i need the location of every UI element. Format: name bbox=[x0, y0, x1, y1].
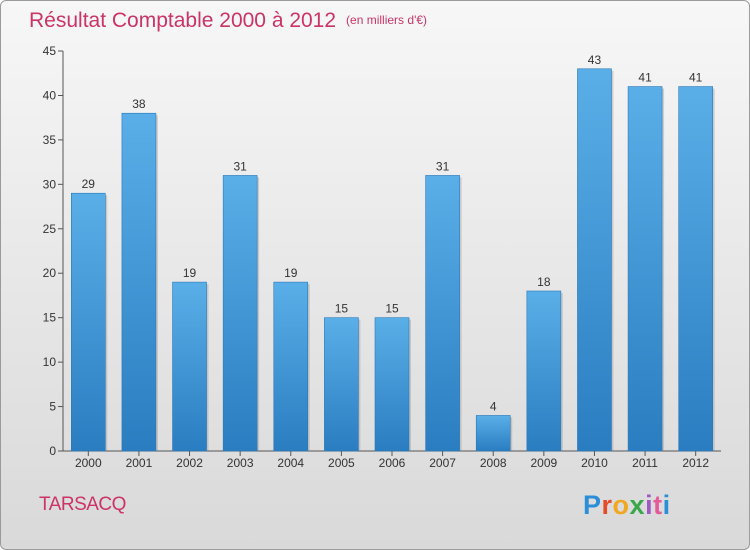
bar-2005 bbox=[324, 317, 359, 452]
data-label-2006: 15 bbox=[385, 302, 399, 316]
y-tick-label: 40 bbox=[43, 88, 57, 102]
x-tick-label-2011: 2011 bbox=[632, 456, 658, 470]
x-axis: 2000 2001 2002 2003 2004 2005 2006 2007 2008 2009… bbox=[63, 450, 721, 470]
bar-2009 bbox=[526, 290, 562, 452]
x-tick-label-2005: 2005 bbox=[328, 456, 355, 470]
y-tick-label: 35 bbox=[43, 133, 57, 147]
x-tick-label-2006: 2006 bbox=[379, 456, 406, 470]
y-tick-label: 5 bbox=[49, 400, 56, 414]
chart-title: Résultat Comptable 2000 à 2012 (en millie… bbox=[29, 7, 427, 34]
x-tick-label-2008: 2008 bbox=[480, 456, 507, 470]
bar-2008 bbox=[475, 415, 511, 452]
bars bbox=[71, 68, 715, 452]
x-tick-label-2002: 2002 bbox=[176, 456, 203, 470]
data-label-2012: 41 bbox=[689, 71, 703, 85]
data-label-2011: 41 bbox=[638, 71, 652, 85]
y-tick-label: 0 bbox=[49, 444, 56, 458]
x-tick-label-2004: 2004 bbox=[277, 456, 304, 470]
x-tick-label-2012: 2012 bbox=[682, 456, 709, 470]
bar-2001 bbox=[121, 112, 157, 452]
x-tick-label-2001: 2001 bbox=[126, 456, 153, 470]
data-label-2010: 43 bbox=[588, 53, 602, 67]
bar-2000 bbox=[71, 192, 106, 452]
x-tick-label-2007: 2007 bbox=[429, 456, 456, 470]
proxiti-logo: Proxiti bbox=[583, 490, 671, 520]
data-labels: 29 38 19 31 19 15 15 31 4 18 43 41 41 bbox=[82, 53, 703, 414]
bar-2011 bbox=[627, 86, 663, 452]
bar-2010 bbox=[577, 68, 612, 452]
bar-2004 bbox=[273, 281, 309, 452]
data-label-2009: 18 bbox=[537, 275, 551, 289]
chart-subtitle: (en milliers d'€) bbox=[346, 13, 428, 27]
y-tick-label: 45 bbox=[43, 44, 57, 58]
data-label-2007: 31 bbox=[436, 159, 450, 173]
bar-2003 bbox=[222, 175, 258, 452]
bar-2012 bbox=[678, 86, 713, 452]
data-label-2002: 19 bbox=[183, 266, 197, 280]
chart-title-text: Résultat Comptable 2000 à 2012 bbox=[29, 9, 337, 32]
commune-name: TARSACQ bbox=[39, 494, 126, 515]
x-tick-label-2003: 2003 bbox=[227, 456, 254, 470]
y-axis: 0 5 10 15 20 25 30 35 40 45 bbox=[43, 44, 64, 458]
data-label-2005: 15 bbox=[335, 302, 349, 316]
data-label-2000: 29 bbox=[82, 177, 96, 191]
y-tick-label: 10 bbox=[43, 355, 57, 369]
data-label-2001: 38 bbox=[132, 97, 146, 111]
bar-2006 bbox=[374, 317, 410, 452]
data-label-2008: 4 bbox=[490, 399, 497, 413]
y-tick-label: 20 bbox=[43, 266, 57, 280]
x-tick-label-2009: 2009 bbox=[530, 456, 557, 470]
bar-2002 bbox=[172, 281, 207, 452]
y-tick-label: 30 bbox=[43, 177, 57, 191]
y-tick-label: 25 bbox=[43, 222, 57, 236]
x-tick-label-2000: 2000 bbox=[75, 456, 102, 470]
data-label-2004: 19 bbox=[284, 266, 298, 280]
data-label-2003: 31 bbox=[233, 159, 247, 173]
bar-2007 bbox=[425, 175, 460, 452]
y-tick-label: 15 bbox=[43, 311, 57, 325]
x-tick-label-2010: 2010 bbox=[581, 456, 608, 470]
